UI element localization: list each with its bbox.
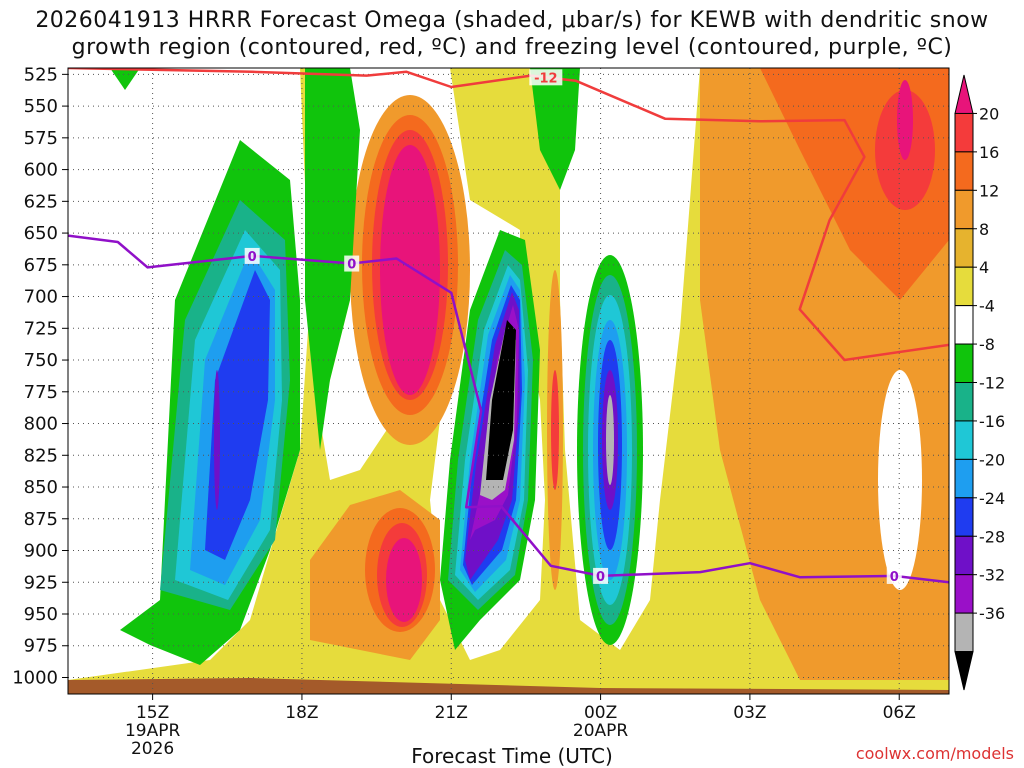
colorbar-swatch-13	[954, 574, 974, 614]
colorbar-label-0: 20	[979, 104, 999, 123]
omega-fill-green-upper	[305, 68, 360, 450]
colorbar-swatch-1	[954, 112, 974, 153]
y-tick-label-p950: 950	[24, 604, 58, 625]
omega-fill-left-blue	[205, 270, 270, 560]
omega-fill-green-top-left	[110, 68, 140, 90]
omega-fill-left-purple	[214, 370, 220, 510]
colorbar-label-10: -24	[979, 489, 1005, 508]
colorbar-label-12: -32	[979, 566, 1005, 585]
freezing-level-label-1-bg	[344, 255, 360, 272]
colorbar-label-9: -20	[979, 450, 1005, 469]
freezing-level-label-3-bg	[886, 567, 902, 584]
credit-link[interactable]: coolwx.com/models	[855, 744, 1014, 763]
freezing-level-contour-line	[68, 234, 949, 584]
y-tick-label-p650: 650	[24, 223, 58, 244]
colorbar-label-2: 12	[979, 181, 999, 200]
y-tick-label-p975: 975	[24, 636, 58, 657]
x-tick-label-03Z: 03Z	[733, 703, 766, 723]
omega-fill-right-gray	[606, 395, 614, 485]
dgz-contour-line	[68, 68, 949, 362]
colorbar-swatch-14	[954, 612, 974, 653]
colorbar-cap-top	[954, 74, 974, 114]
x-tick-label-00Z: 00Z	[584, 703, 617, 723]
colorbar-swatch-12	[954, 535, 974, 576]
y-tick-label-p525: 525	[24, 64, 58, 85]
y-tick-label-p800: 800	[24, 414, 58, 435]
omega-fill-green-top-center	[530, 68, 580, 190]
colorbar-swatch-10	[954, 458, 974, 499]
freezing-level-label-1: 0	[347, 258, 356, 273]
y-tick-label-p825: 825	[24, 445, 58, 466]
x-axis-title: Forecast Time (UTC)	[411, 744, 613, 768]
colorbar-swatch-11	[954, 497, 974, 537]
y-tick-label-p850: 850	[24, 477, 58, 498]
y-tick-label-p1000: 1000	[12, 667, 58, 688]
omega-fill-magenta-upper-right	[897, 80, 913, 160]
y-tick-label-p600: 600	[24, 160, 58, 181]
y-tick-label-p900: 900	[24, 541, 58, 562]
terrain-fill	[68, 678, 949, 694]
dgz-contour-label: -12	[534, 71, 558, 86]
colorbar-swatch-7	[954, 343, 974, 383]
dgz-contour-label-bg	[529, 69, 563, 86]
colorbar-label-3: 8	[979, 220, 989, 239]
colorbar-swatch-9	[954, 420, 974, 460]
y-tick-label-p675: 675	[24, 255, 58, 276]
y-tick-label-p575: 575	[24, 128, 58, 149]
contour-lines: -12 0 0 0 0	[68, 68, 949, 585]
grid-lines	[68, 68, 949, 694]
y-tick-label-p775: 775	[24, 382, 58, 403]
y-axis: 525 550 575 600 625 650 675 700 725 750 775 800 825 8…	[12, 64, 68, 688]
y-tick-label-p725: 725	[24, 318, 58, 339]
colorbar-cap-bottom	[954, 651, 974, 691]
colorbar-label-8: -16	[979, 412, 1005, 431]
y-tick-label-p700: 700	[24, 287, 58, 308]
x-tick-label-06Z: 06Z	[883, 703, 916, 723]
colorbar-label-1: 16	[979, 143, 999, 162]
colorbar-label-6: -8	[979, 335, 995, 354]
colorbar-label-11: -28	[979, 527, 1005, 546]
x-tick-label-18Z: 18Z	[285, 703, 318, 723]
freezing-level-label-0-bg	[244, 247, 260, 264]
colorbar-swatch-2	[954, 151, 974, 191]
freezing-level-label-2-bg	[593, 567, 609, 584]
colorbar-swatch-5	[954, 266, 974, 307]
colorbar-label-13: -36	[979, 604, 1005, 623]
omega-fill-descent-low-magenta	[386, 538, 422, 622]
omega-fill-white-core-far-right	[890, 390, 910, 570]
freezing-level-label-0: 0	[248, 250, 257, 265]
chart-title-line-1: 2026041913 HRRR Forecast Omega (shaded, …	[35, 8, 989, 33]
omega-fill-descent-mid-magenta	[380, 145, 440, 395]
colorbar-swatch-3	[954, 189, 974, 230]
x-tick-date-19APR: 19APR	[125, 721, 181, 741]
colorbar-swatch-6	[954, 305, 974, 345]
freezing-level-label-3: 0	[890, 570, 899, 585]
y-tick-label-p625: 625	[24, 191, 58, 212]
omega-fill-sliver-red	[551, 370, 559, 490]
y-tick-label-p925: 925	[24, 572, 58, 593]
x-tick-date-20APR: 20APR	[573, 721, 629, 741]
omega-shading	[68, 68, 949, 694]
freezing-level-label-2: 0	[596, 570, 605, 585]
chart-title-line-2: growth region (contoured, red, ºC) and f…	[71, 35, 953, 60]
x-tick-label-15Z: 15Z	[136, 703, 169, 723]
x-tick-label-21Z: 21Z	[435, 703, 468, 723]
colorbar-label-5: -4	[979, 297, 995, 316]
y-tick-label-p750: 750	[24, 350, 58, 371]
colorbar-swatch-8	[954, 382, 974, 422]
colorbar-swatch-4	[954, 228, 974, 268]
colorbar: 20 16 12 8 4 -4 -8 -12 -16 -20 -24 -28 -32 -36	[954, 74, 1005, 691]
y-tick-label-p550: 550	[24, 96, 58, 117]
colorbar-label-4: 4	[979, 258, 989, 277]
x-tick-year: 2026	[131, 739, 174, 759]
colorbar-label-7: -12	[979, 374, 1005, 393]
plot-frame	[67, 67, 950, 695]
y-tick-label-p875: 875	[24, 509, 58, 530]
